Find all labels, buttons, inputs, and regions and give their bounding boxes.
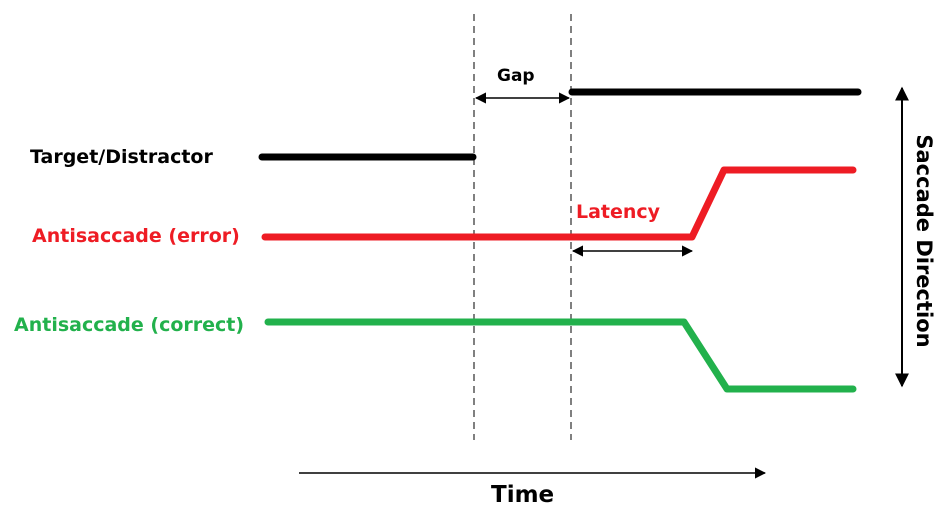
antisaccade-error-label: Antisaccade (error) xyxy=(32,225,240,247)
target-distractor-label: Target/Distractor xyxy=(30,146,213,168)
antisaccade-correct-label: Antisaccade (correct) xyxy=(14,314,245,336)
correct-trace xyxy=(264,318,857,393)
time-axis-label: Time xyxy=(491,482,555,508)
latency-label: Latency xyxy=(576,201,661,223)
gap-label: Gap xyxy=(497,66,535,86)
saccade-direction-label: Saccade Direction xyxy=(912,134,936,348)
error-trace xyxy=(261,166,857,241)
